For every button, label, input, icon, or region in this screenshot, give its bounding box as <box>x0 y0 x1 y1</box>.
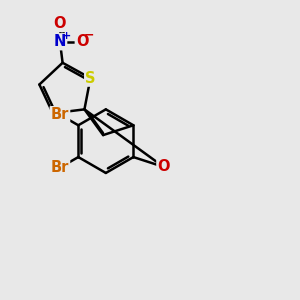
Text: N: N <box>54 34 66 49</box>
Text: Br: Br <box>51 160 69 175</box>
Text: S: S <box>85 70 96 86</box>
Text: Br: Br <box>51 107 69 122</box>
Text: O: O <box>76 34 88 49</box>
Text: +: + <box>61 31 71 40</box>
Text: O: O <box>158 159 170 174</box>
Text: −: − <box>83 29 94 42</box>
Text: O: O <box>54 16 66 31</box>
